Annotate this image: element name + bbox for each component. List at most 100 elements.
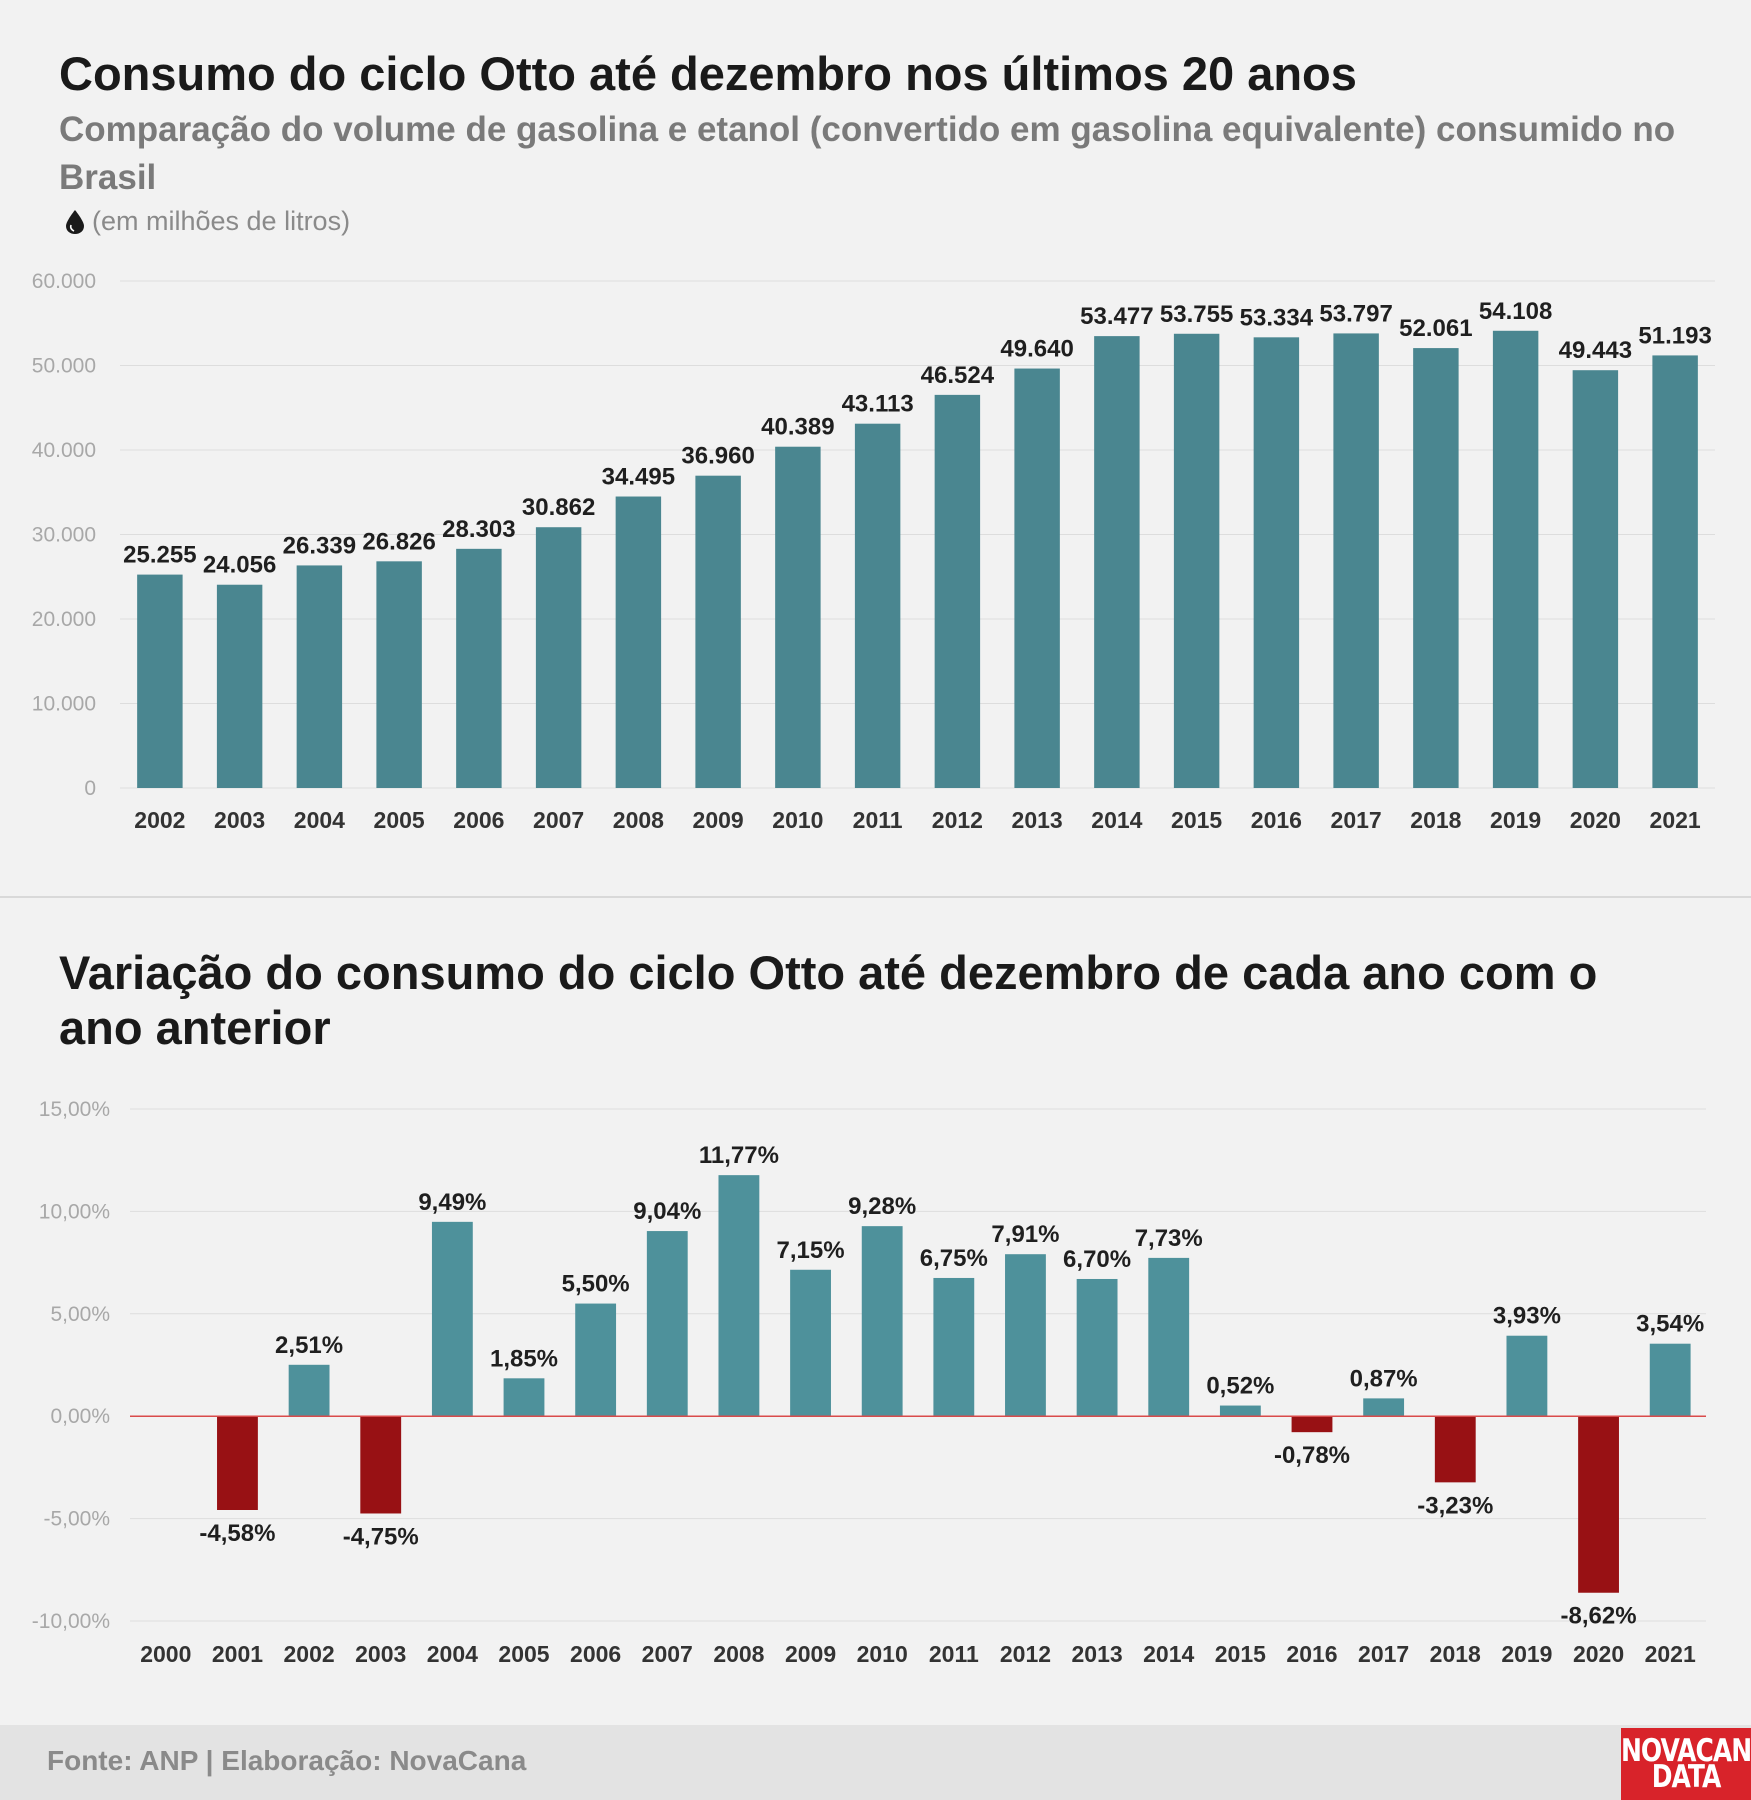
x-tick-label: 2016 [1251, 807, 1302, 833]
bar [934, 394, 981, 788]
source-note: Fonte: ANP | Elaboração: NovaCana [47, 1745, 527, 1776]
bar [376, 561, 422, 788]
bar [1649, 1343, 1691, 1417]
bar [854, 423, 901, 788]
logo-line2: DATA [1651, 1758, 1722, 1795]
bar [217, 1416, 258, 1510]
bar [1492, 330, 1539, 788]
y-tick-label: 20.000 [32, 608, 96, 631]
data-label: 3,93% [1493, 1303, 1561, 1330]
bar [615, 496, 662, 788]
x-tick-label: 2011 [853, 807, 903, 833]
data-label: 53.477 [1080, 303, 1153, 330]
x-tick-label: 2008 [613, 807, 664, 833]
novacana-logo: NOVACANA DATA [1621, 1728, 1751, 1800]
bar [137, 574, 183, 788]
data-label: 34.495 [602, 464, 675, 491]
data-label: 24.056 [203, 552, 276, 579]
bar [1413, 348, 1459, 788]
x-tick-label: 2019 [1490, 807, 1541, 833]
x-tick-label: 2012 [932, 807, 983, 833]
bar [1572, 370, 1619, 788]
y-tick-label: 60.000 [32, 270, 96, 293]
data-label: 9,04% [633, 1198, 701, 1225]
section-divider [0, 896, 1751, 898]
x-tick-label: 2014 [1143, 1641, 1194, 1667]
y-tick-label: 10.000 [32, 693, 96, 716]
bar [1148, 1257, 1190, 1417]
bar [646, 1231, 688, 1417]
data-label: -3,23% [1417, 1492, 1493, 1519]
data-label: 7,73% [1135, 1225, 1203, 1252]
x-tick-label: 2002 [284, 1641, 335, 1667]
bar [1506, 1335, 1548, 1417]
bar [1291, 1416, 1333, 1433]
y-tick-label: 15,00% [39, 1098, 110, 1121]
data-label: 28.303 [442, 516, 515, 543]
data-label: 6,75% [920, 1245, 988, 1272]
bar [718, 1175, 760, 1417]
chart-variation: -10,00% -5,00% 0,00% 5,00% 10,00% 15,00% 2000 2… [32, 1098, 1706, 1667]
data-label: 2,51% [275, 1332, 343, 1359]
data-label: 49.443 [1559, 337, 1632, 364]
data-label: 51.193 [1638, 322, 1711, 349]
data-label: 26.826 [362, 528, 435, 555]
bar [456, 548, 502, 788]
bar [1005, 1254, 1046, 1417]
data-label: 1,85% [490, 1345, 558, 1372]
bar [1578, 1416, 1619, 1593]
data-label: -8,62% [1561, 1603, 1637, 1630]
data-label: 0,52% [1206, 1373, 1274, 1400]
bar [535, 527, 582, 788]
data-label: 49.640 [1000, 336, 1073, 363]
data-label: 46.524 [921, 362, 995, 389]
x-tick-label: 2007 [642, 1641, 693, 1667]
x-tick-label: 2016 [1286, 1641, 1337, 1667]
data-label: 26.339 [283, 532, 356, 559]
data-label: -0,78% [1274, 1442, 1350, 1469]
y-tick-label: 10,00% [39, 1200, 110, 1223]
x-tick-label: 2015 [1215, 1641, 1266, 1667]
x-tick-label: 2015 [1171, 807, 1222, 833]
x-tick-label: 2020 [1570, 807, 1621, 833]
bar [503, 1378, 545, 1417]
data-label: 9,28% [848, 1193, 916, 1220]
bar [861, 1226, 903, 1417]
x-tick-label: 2018 [1430, 1641, 1481, 1667]
x-tick-label: 2009 [693, 807, 744, 833]
x-tick-label: 2017 [1358, 1641, 1409, 1667]
data-label: 0,87% [1350, 1365, 1418, 1392]
x-tick-label: 2004 [427, 1641, 478, 1667]
data-label: 30.862 [522, 494, 595, 521]
bar [575, 1303, 617, 1417]
y-tick-label: 50.000 [32, 355, 96, 378]
x-tick-label: 2004 [294, 807, 345, 833]
data-label: 5,50% [562, 1271, 630, 1298]
x-tick-label: 2006 [570, 1641, 621, 1667]
x-tick-label: 2021 [1645, 1641, 1696, 1667]
bar [933, 1277, 975, 1417]
bar [216, 584, 263, 788]
data-label: 53.797 [1319, 300, 1392, 327]
y-tick-label: -5,00% [43, 1508, 110, 1531]
x-tick-label: 2021 [1650, 807, 1701, 833]
data-label: 36.960 [681, 443, 754, 470]
data-label: 53.755 [1160, 301, 1233, 328]
chart1-subtitle: Comparação do volume de gasolina e etano… [59, 110, 1676, 197]
data-label: -4,75% [343, 1523, 419, 1550]
chart1-title: Consumo do ciclo Otto até dezembro nos ú… [59, 47, 1357, 100]
x-tick-label: 2012 [1000, 1641, 1051, 1667]
data-label: 7,91% [991, 1221, 1059, 1248]
y-tick-label: 0 [84, 777, 96, 800]
bar [288, 1364, 330, 1417]
unit-label: (em milhões de litros) [64, 206, 350, 237]
x-tick-label: 2011 [929, 1641, 979, 1667]
bar [1076, 1278, 1118, 1417]
x-tick-label: 2010 [857, 1641, 908, 1667]
data-label: -4,58% [199, 1520, 275, 1547]
chart-consumption: 0 10.000 20.000 30.000 40.000 50.000 60.000 25.… [32, 270, 1715, 833]
x-tick-label: 2013 [1072, 1641, 1123, 1667]
bar [1363, 1398, 1405, 1417]
bar [1173, 333, 1220, 788]
x-tick-label: 2005 [498, 1641, 549, 1667]
